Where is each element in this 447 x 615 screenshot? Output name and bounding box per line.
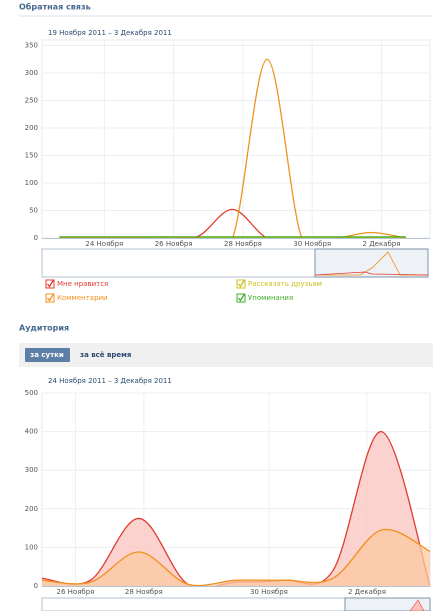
navigator-line <box>315 251 428 276</box>
y-tick-label: 200 <box>25 124 38 132</box>
legend-checkbox[interactable] <box>236 279 246 289</box>
tab[interactable]: за сутки <box>30 351 64 359</box>
x-tick-label: 28 Ноября <box>224 240 262 248</box>
tab-bar <box>19 343 433 367</box>
chart-subtitle: 19 Ноября 2011 – 3 Декабря 2011 <box>48 29 172 37</box>
x-tick-label: 30 Ноября <box>293 240 331 248</box>
line <box>59 208 406 238</box>
x-tick-label: 2 Декабря <box>363 240 401 248</box>
plot-area <box>41 39 431 239</box>
legend-check <box>46 279 55 288</box>
x-axis-band <box>42 238 430 239</box>
y-tick-label: 350 <box>25 42 38 50</box>
chart-subtitle: 24 Ноября 2011 – 3 Декабря 2011 <box>48 377 172 385</box>
section-title: Аудитория <box>19 324 69 333</box>
y-tick-label: 0 <box>34 582 38 590</box>
y-tick-label: 0 <box>34 234 38 242</box>
legend-check <box>237 279 246 288</box>
navigator-window[interactable] <box>314 248 429 278</box>
series-group <box>59 58 406 238</box>
legend-checkbox[interactable] <box>236 293 246 303</box>
tab-active[interactable] <box>25 348 70 362</box>
section-title: Обратная связь <box>19 2 91 12</box>
line <box>42 528 430 586</box>
y-tick-label: 400 <box>25 428 38 436</box>
area <box>42 431 430 586</box>
y-tick-label: 150 <box>25 152 38 160</box>
x-tick-label: 28 Ноября <box>125 588 163 596</box>
x-tick-label: 2 Декабря <box>348 588 386 596</box>
legend-checkbox[interactable] <box>45 293 55 303</box>
legend-check <box>237 293 246 302</box>
legend-check <box>46 293 55 302</box>
legend-label: Мне нравится <box>57 280 108 288</box>
x-tick-label: 26 Ноября <box>57 588 95 596</box>
navigator-line <box>314 271 429 276</box>
line <box>59 58 406 238</box>
y-tick-label: 250 <box>25 97 38 105</box>
x-tick-label: 26 Ноября <box>155 240 193 248</box>
y-tick-label: 500 <box>25 389 38 397</box>
legend-checkbox[interactable] <box>45 279 55 289</box>
y-tick-label: 300 <box>25 466 38 474</box>
x-axis-band <box>42 586 430 587</box>
y-tick-label: 100 <box>25 543 38 551</box>
series-group <box>42 430 430 586</box>
x-tick-label: 24 Ноября <box>85 240 123 248</box>
y-tick-label: 50 <box>29 207 38 215</box>
tab[interactable]: за всё время <box>80 351 131 359</box>
area <box>42 529 430 586</box>
legend-label: Комментарии <box>57 294 108 302</box>
legend-label: Упоминания <box>248 294 293 302</box>
y-tick-label: 300 <box>25 69 38 77</box>
y-tick-label: 100 <box>25 179 38 187</box>
y-tick-label: 200 <box>25 505 38 513</box>
x-tick-label: 30 Ноября <box>250 588 288 596</box>
legend-label: Рассказать друзьям <box>248 280 322 288</box>
